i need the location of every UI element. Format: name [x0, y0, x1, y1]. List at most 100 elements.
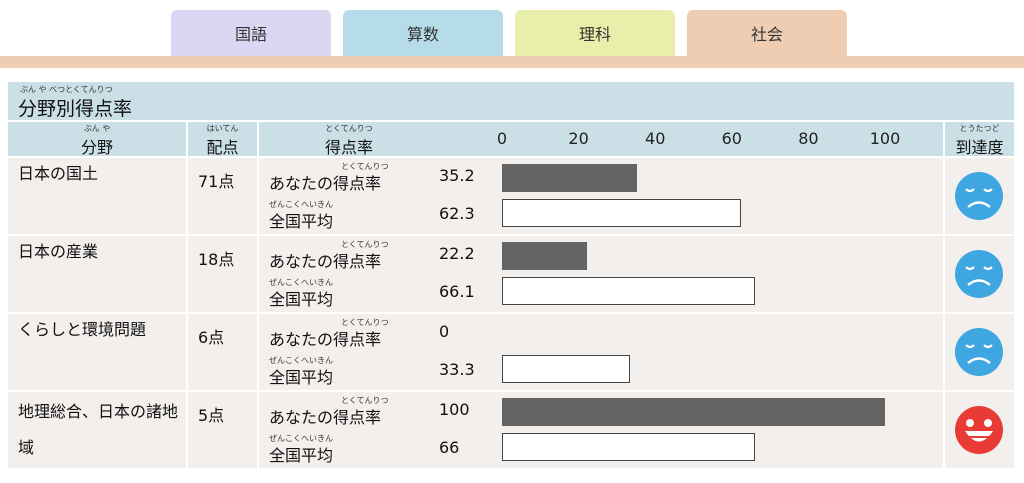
- points-cell: 6点: [188, 314, 257, 390]
- your-rate-value: 0: [439, 322, 450, 341]
- unit-name: 地理総合、日本の諸地域: [18, 402, 179, 457]
- your-rate-value: 35.2: [439, 166, 475, 185]
- national-average-bar: [502, 277, 756, 305]
- your-rate-bar: [502, 164, 637, 192]
- national-average-text: 全国平均: [269, 212, 334, 231]
- points-value: 71点: [198, 172, 235, 191]
- your-rate-label: とくてんりつあなたの得点率: [269, 318, 389, 350]
- your-rate-text: あなたの得点率: [269, 330, 382, 349]
- header-rate-ruby: とくてんりつ: [325, 124, 373, 133]
- tab-label: 国語: [234, 25, 267, 44]
- active-tab-strip: [0, 56, 1024, 68]
- your-rate-bar: [502, 398, 885, 426]
- rate-cell: とくてんりつあなたの得点率ぜんこくへいきん全国平均 22.2 66.1: [259, 236, 943, 312]
- header-field-ruby: ぶん や: [83, 124, 111, 133]
- axis-tick-label: 40: [645, 129, 666, 148]
- unit-name: くらしと環境問題: [18, 320, 147, 339]
- national-average-value: 66.1: [439, 282, 475, 301]
- national-average-ruby: ぜんこくへいきん: [269, 434, 333, 443]
- field-cell: くらしと環境問題: [8, 314, 186, 390]
- achievement-cell: [945, 236, 1014, 312]
- rate-cell: とくてんりつあなたの得点率ぜんこくへいきん全国平均 100 66: [259, 392, 943, 468]
- national-average-bar: [502, 199, 741, 227]
- national-average-ruby: ぜんこくへいきん: [269, 278, 333, 287]
- points-cell: 71点: [188, 158, 257, 234]
- header-points-label: 配点: [206, 138, 239, 157]
- national-average-text: 全国平均: [269, 368, 334, 387]
- table-row: 地理総合、日本の諸地域 5点 とくてんりつあなたの得点率ぜんこくへいきん全国平均 10…: [8, 392, 1014, 468]
- your-rate-label: とくてんりつあなたの得点率: [269, 240, 389, 272]
- national-average-bar: [502, 433, 755, 461]
- field-cell: 日本の国土: [8, 158, 186, 234]
- rate-cell: とくてんりつあなたの得点率ぜんこくへいきん全国平均 0 33.3: [259, 314, 943, 390]
- header-achievement: とうたつど 到達度: [945, 122, 1014, 157]
- your-rate-text: あなたの得点率: [269, 174, 382, 193]
- national-average-text: 全国平均: [269, 290, 334, 309]
- table-header: ぶん や 分野 はいてん 配点 とくてんりつ 得点率 0 20 40 60 80 100 …: [8, 122, 1014, 157]
- axis-tick-label: 20: [568, 129, 589, 148]
- header-rate-label: 得点率: [324, 138, 373, 157]
- tab-label: 社会: [750, 25, 783, 44]
- your-rate-label: とくてんりつあなたの得点率: [269, 396, 389, 428]
- tab-rika[interactable]: 理科: [515, 10, 675, 56]
- subject-tabs: 国語 算数 理科 社会: [0, 0, 1024, 70]
- points-value: 6点: [198, 328, 225, 347]
- score-panel: ぶん や べつとくてんりつ 分野別得点率 ぶん や 分野 はいてん 配点 とくて…: [8, 82, 1014, 472]
- field-cell: 日本の産業: [8, 236, 186, 312]
- header-field: ぶん や 分野: [8, 122, 186, 157]
- page-title: 分野別得点率: [18, 98, 133, 120]
- header-points: はいてん 配点: [188, 122, 257, 157]
- field-cell: 地理総合、日本の諸地域: [8, 392, 186, 468]
- national-average-bar: [502, 355, 630, 383]
- your-rate-ruby: とくてんりつ: [341, 318, 389, 327]
- national-average-label: ぜんこくへいきん全国平均: [269, 356, 334, 388]
- your-rate-text: あなたの得点率: [269, 252, 382, 271]
- header-rate: とくてんりつ 得点率 0 20 40 60 80 100: [259, 122, 943, 157]
- achievement-cell: [945, 392, 1014, 468]
- national-average-label: ぜんこくへいきん全国平均: [269, 200, 334, 232]
- axis-tick-label: 0: [496, 129, 508, 148]
- table-row: 日本の産業 18点 とくてんりつあなたの得点率ぜんこくへいきん全国平均 22.2 66.…: [8, 236, 1014, 312]
- your-rate-bar: [502, 242, 588, 270]
- sad-face-icon: [955, 328, 1003, 376]
- points-value: 18点: [198, 250, 235, 269]
- national-average-value: 62.3: [439, 204, 475, 223]
- national-average-value: 33.3: [439, 360, 475, 379]
- title-ruby: ぶん や べつとくてんりつ: [20, 85, 113, 94]
- points-cell: 18点: [188, 236, 257, 312]
- unit-name: 日本の国土: [18, 164, 99, 183]
- achievement-cell: [945, 158, 1014, 234]
- tab-label: 算数: [406, 25, 439, 44]
- sad-face-icon: [955, 250, 1003, 298]
- national-average-label: ぜんこくへいきん全国平均: [269, 434, 334, 466]
- header-field-label: 分野: [80, 138, 113, 157]
- unit-name: 日本の産業: [18, 242, 99, 261]
- points-cell: 5点: [188, 392, 257, 468]
- your-rate-text: あなたの得点率: [269, 408, 382, 427]
- tab-label: 理科: [578, 25, 611, 44]
- axis-tick-label: 80: [798, 129, 819, 148]
- tab-kokugo[interactable]: 国語: [171, 10, 331, 56]
- table-row: くらしと環境問題 6点 とくてんりつあなたの得点率ぜんこくへいきん全国平均 0 33.3: [8, 314, 1014, 390]
- table-row: 日本の国土 71点 とくてんりつ あなたの得点率ぜんこくへいきん全国平均 35.2 62.…: [8, 158, 1014, 234]
- national-average-value: 66: [439, 438, 460, 457]
- national-average-label: ぜんこくへいきん全国平均: [269, 278, 334, 310]
- points-value: 5点: [198, 406, 225, 425]
- your-rate-ruby: とくてんりつ: [341, 396, 389, 405]
- your-rate-value: 100: [439, 400, 470, 419]
- happy-face-icon: [955, 406, 1003, 454]
- national-average-text: 全国平均: [269, 446, 334, 465]
- header-points-ruby: はいてん: [206, 124, 239, 133]
- rate-cell: とくてんりつ あなたの得点率ぜんこくへいきん全国平均 35.2 62.3: [259, 158, 943, 234]
- panel-title-bar: ぶん や べつとくてんりつ 分野別得点率: [8, 82, 1014, 120]
- axis-tick-label: 60: [721, 129, 742, 148]
- your-rate-value: 22.2: [439, 244, 475, 263]
- national-average-ruby: ぜんこくへいきん: [269, 200, 333, 209]
- national-average-ruby: ぜんこくへいきん: [269, 356, 333, 365]
- sad-face-icon: [955, 172, 1003, 220]
- tab-sansu[interactable]: 算数: [343, 10, 503, 56]
- tab-shakai[interactable]: 社会: [687, 10, 847, 56]
- your-rate-ruby: とくてんりつ: [341, 240, 389, 249]
- your-rate-label: とくてんりつ あなたの得点率: [269, 162, 389, 194]
- header-achievement-label: 到達度: [955, 138, 1004, 157]
